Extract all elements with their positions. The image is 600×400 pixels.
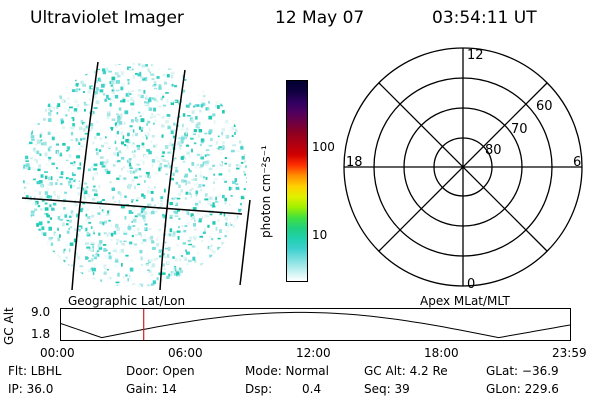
colorbar-tick-10: 10: [312, 228, 328, 242]
altitude-curve: [60, 311, 571, 339]
dsp-value: 0.4: [302, 382, 322, 396]
time-tick-1200: 12:00: [296, 346, 331, 360]
dsp-label: Dsp:: [245, 382, 273, 396]
geo-lon-line-2: [159, 69, 186, 290]
filter-label: Flt: LBHL: [8, 364, 62, 378]
polar-diagonal-2: [378, 82, 548, 252]
lat-label-60: 60: [536, 99, 553, 114]
ip-label: IP: 36.0: [8, 382, 54, 396]
lat-label-70: 70: [511, 122, 528, 137]
gc-alt-tick-low: 1.8: [31, 327, 51, 341]
gc-alt-axis-label: GC Alt: [2, 307, 16, 345]
mlt-label-6: 6: [573, 155, 581, 170]
mlt-label-18: 18: [346, 155, 363, 170]
door-label: Door: Open: [126, 364, 195, 378]
time-tick-1800: 18:00: [424, 346, 459, 360]
glat-label: GLat: −36.9: [486, 364, 559, 378]
uv-image-panel: [21, 61, 251, 290]
colorbar-tick-100: 100: [312, 140, 335, 154]
geo-lat-line: [21, 197, 243, 215]
gc-alt-tick-high: 9.0: [31, 305, 51, 319]
date-label: 12 May 07: [275, 8, 365, 28]
gc-alt-label: GC Alt: 4.2 Re: [364, 364, 448, 378]
gain-label: Gain: 14: [126, 382, 177, 396]
time-tick-0000: 00:00: [40, 346, 75, 360]
colorbar: [286, 80, 308, 282]
time-tick-0600: 06:00: [168, 346, 203, 360]
time-label: 03:54:11 UT: [432, 8, 537, 28]
instrument-title: Ultraviolet Imager: [30, 8, 184, 28]
colorbar-label: photon cm⁻²s⁻¹: [259, 145, 273, 238]
geo-latlon-label: Geographic Lat/Lon: [68, 294, 186, 308]
geo-lon-line-3: [239, 199, 251, 286]
seq-label: Seq: 39: [364, 382, 410, 396]
mlt-label-0: 0: [467, 277, 475, 290]
apex-mlat-label: Apex MLat/MLT: [420, 294, 510, 308]
glon-label: GLon: 229.6: [486, 382, 559, 396]
polar-plot: 12 18 6 0 60 70 80: [343, 47, 583, 290]
lat-label-80: 80: [485, 143, 502, 158]
uv-disk-speckle: [23, 63, 247, 287]
mode-label: Mode: Normal: [245, 364, 329, 378]
altitude-timeline: [60, 308, 571, 341]
geo-lon-line-1: [71, 61, 99, 290]
mlt-label-12: 12: [467, 48, 484, 63]
time-tick-2359: 23:59: [552, 346, 587, 360]
